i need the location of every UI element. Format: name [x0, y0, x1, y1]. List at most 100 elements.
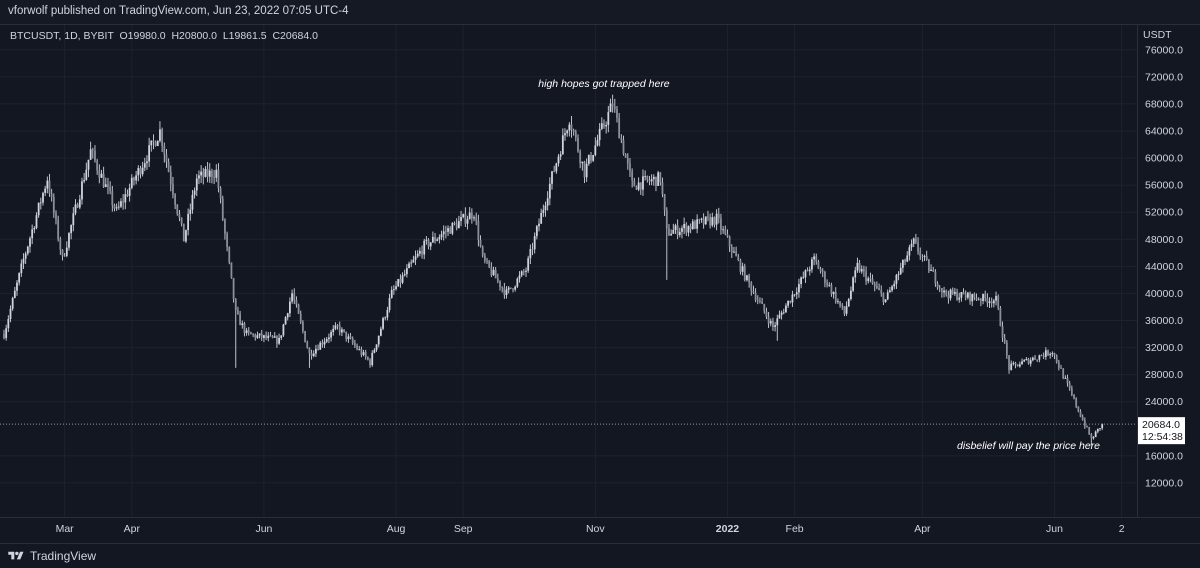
candle-up	[386, 309, 389, 318]
candle-up	[908, 247, 911, 256]
candle-down	[821, 271, 824, 273]
candle-down	[48, 180, 51, 194]
candle-down	[52, 196, 55, 213]
candle-up	[596, 140, 599, 146]
candle-up	[912, 238, 915, 244]
candle-down	[579, 151, 582, 164]
price-axis[interactable]: 76000.0 72000.0 68000.0 64000.0 60000.0 56000…	[1145, 44, 1183, 489]
candle-up	[793, 294, 796, 296]
candle-up	[895, 274, 898, 284]
candle-down	[310, 353, 313, 356]
candle-up	[548, 183, 551, 199]
candle-up	[141, 167, 144, 175]
candle-down	[254, 334, 257, 338]
candle-up	[373, 349, 376, 353]
candle-up	[117, 206, 120, 208]
candle-down	[819, 268, 822, 272]
chart-area[interactable]: 76000.0 72000.0 68000.0 64000.0 60000.0 56000…	[0, 25, 1200, 543]
candle-down	[624, 154, 627, 158]
candle-up	[542, 210, 545, 213]
time-axis[interactable]: Mar Apr Jun Aug Sep Nov 2022 Feb Apr Jun 2	[56, 523, 1125, 535]
candle-up	[20, 263, 23, 274]
candle-down	[927, 259, 930, 271]
publisher-bar: vforwolf published on TradingView.com, J…	[0, 0, 1200, 25]
candle-up	[949, 289, 952, 299]
candle-down	[620, 138, 623, 140]
candle-up	[16, 282, 18, 291]
y-tick-label: 64000.0	[1145, 125, 1183, 137]
candle-down	[102, 173, 105, 187]
candle-down	[434, 236, 436, 241]
candle-up	[958, 297, 961, 300]
candle-up	[529, 249, 532, 259]
candle-up	[74, 204, 77, 214]
candle-up	[795, 292, 798, 295]
candle-down	[655, 176, 657, 186]
candle-up	[395, 286, 397, 290]
candle-down	[1040, 355, 1043, 357]
candle-up	[31, 229, 34, 239]
x-tick-label: Nov	[586, 523, 605, 535]
candle-down	[59, 239, 62, 250]
candle-down	[940, 288, 943, 293]
candle-down	[648, 179, 651, 182]
candle-down	[165, 154, 168, 162]
candle-down	[219, 188, 222, 199]
candle-up	[559, 154, 562, 157]
candle-down	[817, 261, 820, 269]
candle-up	[1096, 428, 1099, 432]
candle-up	[860, 269, 863, 272]
candle-up	[564, 133, 566, 136]
candle-up	[971, 294, 974, 302]
last-price-box	[1138, 417, 1185, 445]
candle-up	[436, 239, 439, 241]
candle-down	[295, 299, 298, 305]
candle-down	[767, 316, 770, 324]
candle-down	[172, 183, 174, 195]
x-tick-label: Feb	[786, 523, 804, 535]
candle-down	[351, 338, 354, 344]
candle-up	[535, 226, 538, 237]
candle-up	[256, 335, 259, 338]
candle-down	[139, 168, 142, 175]
candle-up	[42, 192, 44, 203]
candle-up	[555, 163, 558, 172]
candle-down	[689, 226, 692, 230]
candle-up	[22, 258, 25, 264]
candle-down	[475, 217, 478, 221]
candle-down	[665, 210, 668, 229]
candle-down	[986, 298, 989, 303]
candle-up	[124, 194, 127, 203]
candle-up	[156, 140, 159, 146]
candle-down	[871, 278, 874, 284]
symbol-line[interactable]: BTCUSDT, 1D, BYBIT O19980.0 H20800.0 L19…	[10, 30, 318, 42]
price-chart[interactable]: 76000.0 72000.0 68000.0 64000.0 60000.0 56000…	[0, 25, 1200, 543]
candle-down	[182, 223, 185, 242]
candle-down	[531, 249, 534, 250]
candle-down	[336, 325, 339, 327]
candle-down	[984, 294, 987, 299]
candle-down	[759, 300, 761, 302]
candle-down	[178, 213, 181, 218]
candle-down	[338, 325, 341, 333]
candle-down	[250, 332, 252, 335]
tradingview-brand[interactable]: TradingView	[8, 549, 96, 563]
candle-up	[440, 234, 443, 238]
y-tick-label: 16000.0	[1145, 450, 1183, 462]
candle-up	[538, 223, 540, 227]
candle-down	[1060, 367, 1062, 369]
candle-up	[505, 289, 508, 295]
candle-up	[746, 275, 748, 281]
candle-down	[91, 149, 94, 151]
candle-down	[553, 171, 556, 173]
candle-up	[592, 155, 595, 161]
candle-up	[286, 313, 289, 318]
candle-up	[681, 228, 683, 232]
candle-down	[1036, 359, 1039, 361]
candle-down	[951, 289, 954, 294]
candle-down	[1070, 388, 1073, 395]
candle-down	[1062, 368, 1065, 379]
candle-up	[889, 290, 891, 293]
candle-up	[185, 230, 187, 242]
x-tick-label: Sep	[454, 523, 473, 535]
